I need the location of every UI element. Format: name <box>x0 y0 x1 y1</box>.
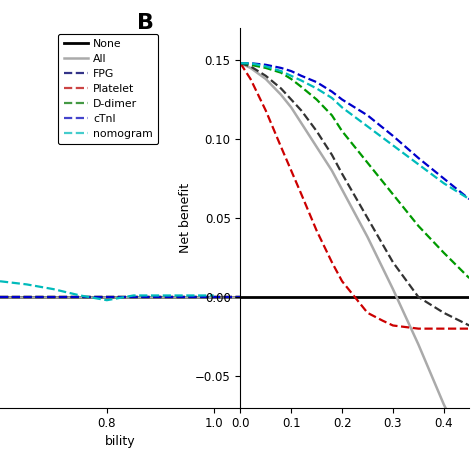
X-axis label: bility: bility <box>105 435 136 447</box>
Legend: None, All, FPG, Platelet, D-dimer, cTnI, nomogram: None, All, FPG, Platelet, D-dimer, cTnI,… <box>58 34 158 144</box>
Y-axis label: Net benefit: Net benefit <box>179 183 192 253</box>
Text: B: B <box>137 13 155 33</box>
